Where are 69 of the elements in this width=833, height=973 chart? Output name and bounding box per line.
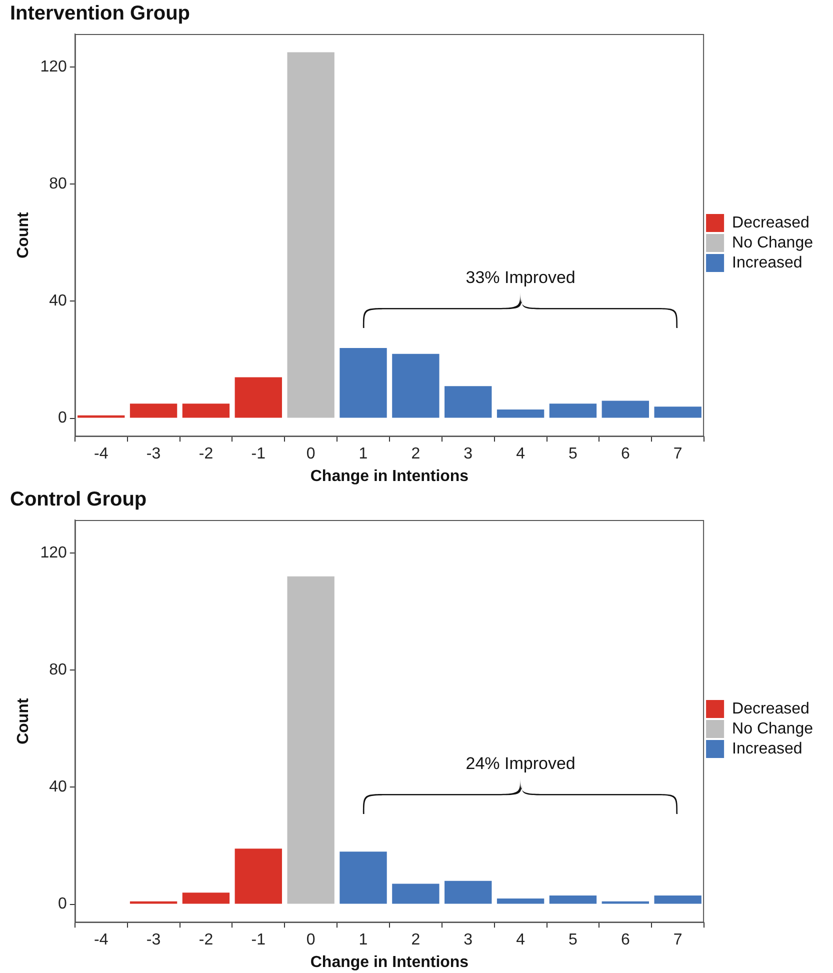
bar — [182, 892, 230, 904]
x-tick-label: 1 — [358, 446, 368, 463]
bar — [130, 901, 178, 904]
x-tick-label: 6 — [620, 446, 630, 463]
x-tick-label: -1 — [251, 932, 266, 949]
annotation: 24% Improved — [466, 754, 576, 774]
chart-title: Intervention Group — [10, 2, 190, 25]
y-axis-title: Count — [15, 698, 32, 744]
legend-label: Decreased — [732, 700, 810, 718]
bar — [654, 896, 702, 904]
bar — [234, 377, 282, 418]
bar — [392, 354, 440, 418]
bar — [392, 884, 440, 904]
bar — [602, 400, 650, 418]
x-tick-label: 3 — [464, 446, 473, 463]
x-tick-label: -4 — [94, 932, 108, 949]
x-tick-label: -3 — [146, 446, 161, 463]
x-axis-title: Change in Intentions — [310, 468, 469, 485]
bar — [340, 348, 387, 418]
x-tick-label: 6 — [620, 932, 630, 949]
bar — [602, 901, 650, 904]
x-tick-label: -2 — [198, 446, 214, 463]
x-tick-label: 5 — [568, 446, 578, 463]
x-tick-label: -2 — [198, 932, 214, 949]
x-tick-label: 2 — [411, 446, 420, 463]
bar — [182, 404, 230, 418]
y-tick-label: 120 — [40, 58, 67, 76]
bar — [78, 415, 125, 418]
bar — [287, 52, 334, 418]
y-tick-label: 120 — [40, 544, 67, 562]
y-tick-label: 40 — [49, 778, 67, 796]
bar — [549, 896, 597, 904]
x-tick-label: 0 — [306, 932, 316, 949]
bar — [340, 852, 387, 904]
bar — [654, 406, 702, 418]
legend-label: No Change — [732, 234, 814, 252]
x-axis-title: Change in Intentions — [310, 954, 469, 971]
bar — [130, 404, 178, 418]
y-tick-label: 80 — [49, 175, 67, 192]
x-tick-label: 5 — [568, 932, 578, 949]
x-tick-label: 7 — [673, 932, 682, 949]
y-axis-title: Count — [15, 212, 32, 258]
x-tick-label: -4 — [94, 446, 108, 463]
y-tick-label: 80 — [49, 661, 67, 678]
annotation: 33% Improved — [466, 268, 576, 288]
legend-label: No Change — [732, 720, 814, 738]
legend-label: Increased — [732, 254, 802, 272]
y-tick-label: 0 — [58, 410, 67, 427]
x-tick-label: -3 — [146, 932, 161, 949]
x-tick-label: 1 — [358, 932, 368, 949]
y-tick-label: 0 — [58, 896, 67, 913]
bar — [496, 410, 544, 418]
legend-label: Increased — [732, 740, 802, 758]
x-tick-label: 0 — [306, 446, 316, 463]
bar — [444, 880, 492, 904]
bar — [234, 848, 282, 904]
x-tick-label: 4 — [516, 446, 526, 463]
bar — [287, 576, 334, 904]
x-tick-label: 7 — [673, 446, 682, 463]
chart-title: Control Group — [10, 488, 147, 511]
y-tick-label: 40 — [49, 292, 67, 310]
bar — [444, 386, 492, 418]
x-tick-label: 3 — [464, 932, 473, 949]
x-tick-label: -1 — [251, 446, 266, 463]
x-tick-label: 4 — [516, 932, 526, 949]
bar — [496, 898, 544, 904]
x-tick-label: 2 — [411, 932, 420, 949]
legend-label: Decreased — [732, 214, 810, 232]
bar — [549, 404, 597, 418]
